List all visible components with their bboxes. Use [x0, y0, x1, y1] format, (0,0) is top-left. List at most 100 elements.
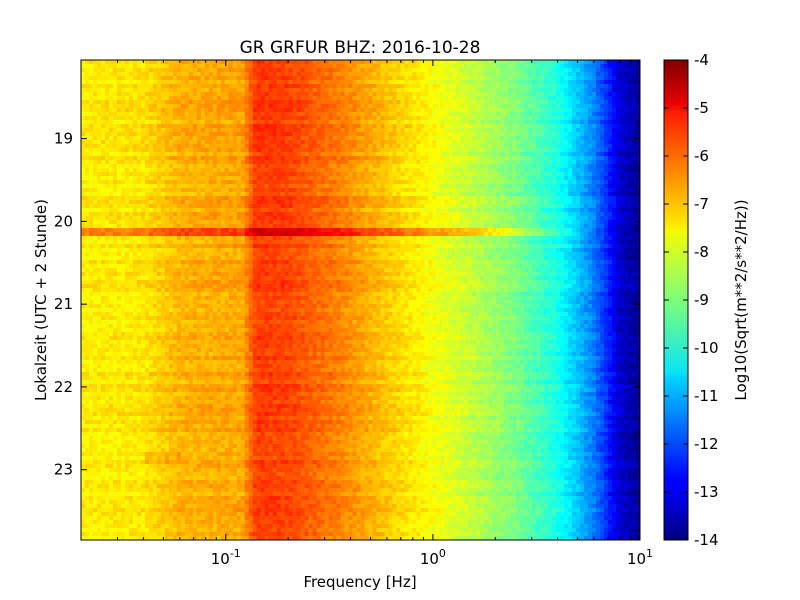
heatmap-cell [136, 92, 142, 97]
heatmap-cell [100, 128, 106, 133]
heatmap-cell [156, 68, 162, 73]
heatmap-cell [464, 148, 469, 153]
heatmap-cell [604, 76, 609, 81]
heatmap-cell [348, 112, 354, 117]
heatmap-cell [360, 108, 366, 113]
heatmap-cell [372, 116, 378, 121]
heatmap-cell [384, 68, 390, 73]
heatmap-cell [324, 104, 330, 109]
heatmap-cell [264, 176, 270, 181]
heatmap-cell [500, 100, 505, 105]
heatmap-cell [280, 168, 286, 173]
heatmap-cell [572, 100, 577, 105]
heatmap-cell [292, 104, 298, 109]
heatmap-cell [268, 84, 274, 89]
heatmap-cell [220, 128, 226, 133]
heatmap-cell [596, 88, 601, 93]
heatmap-cell [456, 60, 461, 65]
heatmap-cell [520, 112, 525, 117]
heatmap-cell [252, 96, 258, 101]
heatmap-cell [308, 92, 314, 97]
heatmap-cell [408, 100, 413, 105]
heatmap-cell [280, 108, 286, 113]
heatmap-cell [100, 96, 106, 101]
heatmap-cell [492, 184, 497, 189]
heatmap-cell [568, 60, 573, 65]
heatmap-cell [184, 80, 190, 85]
heatmap-cell [616, 72, 621, 77]
heatmap-cell [584, 108, 589, 113]
heatmap-cell [596, 156, 601, 161]
heatmap-cell [600, 100, 605, 105]
heatmap-cell [308, 116, 314, 121]
heatmap-cell [240, 132, 246, 137]
heatmap-cell [540, 76, 545, 81]
heatmap-cell [412, 96, 417, 101]
heatmap-cell [392, 120, 398, 125]
heatmap-cell [168, 124, 174, 129]
heatmap-cell [500, 60, 505, 65]
heatmap-cell [184, 196, 190, 201]
heatmap-cell [300, 68, 306, 73]
heatmap-cell [608, 176, 613, 181]
heatmap-cell [308, 200, 314, 205]
heatmap-cell [104, 60, 110, 65]
heatmap-cell [616, 92, 621, 97]
heatmap-cell [356, 200, 362, 205]
heatmap-cell [624, 120, 629, 125]
heatmap-cell [404, 96, 410, 101]
heatmap-cell [292, 120, 298, 125]
heatmap-cell [140, 120, 146, 125]
heatmap-cell [352, 72, 358, 77]
heatmap-cell [196, 68, 202, 73]
heatmap-cell [276, 140, 282, 145]
heatmap-cell [592, 136, 597, 141]
heatmap-cell [400, 68, 406, 73]
heatmap-cell [248, 144, 254, 149]
heatmap-cell [232, 104, 238, 109]
heatmap-cell [396, 84, 402, 89]
heatmap-cell [472, 132, 477, 137]
heatmap-cell [304, 132, 310, 137]
heatmap-cell [188, 144, 194, 149]
heatmap-cell [148, 112, 154, 117]
heatmap-cell [600, 156, 605, 161]
heatmap-cell [340, 136, 346, 141]
heatmap-cell [184, 60, 190, 65]
heatmap-cell [316, 120, 322, 125]
heatmap-cell [244, 120, 250, 125]
heatmap-cell [532, 144, 537, 149]
heatmap-cell [588, 76, 593, 81]
heatmap-cell [88, 64, 94, 69]
heatmap-cell [376, 108, 382, 113]
heatmap-cell [296, 192, 302, 197]
heatmap-cell [548, 64, 553, 69]
heatmap-cell [268, 132, 274, 137]
heatmap-cell [200, 140, 206, 145]
heatmap-cell [204, 160, 210, 165]
heatmap-cell [112, 64, 118, 69]
heatmap-cell [224, 192, 230, 197]
heatmap-cell [616, 160, 621, 165]
heatmap-cell [612, 148, 617, 153]
heatmap-cell [500, 132, 505, 137]
heatmap-cell [128, 180, 134, 185]
heatmap-cell [520, 176, 525, 181]
heatmap-cell [228, 180, 234, 185]
heatmap-cell [224, 176, 230, 181]
heatmap-cell [176, 120, 182, 125]
heatmap-cell [188, 108, 194, 113]
heatmap-cell [384, 104, 390, 109]
heatmap-cell [152, 192, 158, 197]
heatmap-cell [396, 96, 402, 101]
heatmap-cell [560, 96, 565, 101]
heatmap-cell [332, 76, 338, 81]
heatmap-cell [300, 196, 306, 201]
heatmap-cell [300, 80, 306, 85]
heatmap-cell [296, 200, 302, 205]
heatmap-cell [628, 120, 633, 125]
heatmap-cell [500, 164, 505, 169]
heatmap-cell [420, 88, 425, 93]
heatmap-cell [452, 80, 457, 85]
heatmap-cell [128, 152, 134, 157]
